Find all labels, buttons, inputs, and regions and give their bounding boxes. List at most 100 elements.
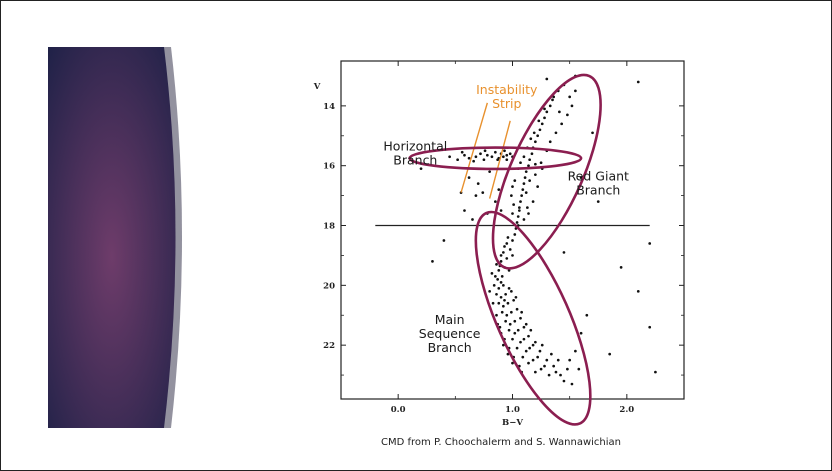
star-point <box>463 209 466 212</box>
star-point <box>648 242 652 245</box>
star-point <box>522 182 526 185</box>
star-point <box>474 155 478 159</box>
star-point <box>527 361 530 365</box>
star-point <box>491 301 495 305</box>
star-point <box>579 331 583 335</box>
star-point <box>503 245 506 248</box>
x-tick-label: 0.0 <box>391 405 406 415</box>
star-point <box>527 334 530 338</box>
star-point <box>547 373 551 377</box>
star-point <box>608 352 612 356</box>
star-point <box>545 358 549 362</box>
star-point <box>497 286 501 290</box>
star-point <box>558 110 561 114</box>
star-point <box>648 325 652 329</box>
cmd-figure: 14 16 18 20 22 0.0 1.0 2.0 B−V V Horizontal Branch I… <box>301 56 701 431</box>
star-point <box>619 266 623 269</box>
y-tick-label: 16 <box>323 162 335 172</box>
star-point <box>566 367 569 371</box>
star-point <box>511 185 514 188</box>
star-point <box>539 161 543 165</box>
star-point <box>520 194 523 197</box>
star-point <box>512 298 515 302</box>
star-point <box>562 379 566 383</box>
star-point <box>534 162 537 166</box>
region-annotation: Red Giant Branch <box>568 169 629 198</box>
star-point <box>522 325 526 329</box>
star-point <box>636 289 640 293</box>
star-point <box>511 212 514 215</box>
star-point <box>490 155 494 159</box>
star-point <box>511 337 514 341</box>
star-point <box>543 107 546 111</box>
star-point <box>507 286 511 290</box>
star-point <box>527 212 530 215</box>
star-point <box>574 89 577 93</box>
star-point <box>499 209 503 212</box>
star-point <box>522 337 526 341</box>
star-point <box>511 239 514 242</box>
star-point <box>543 116 546 120</box>
y-tick-label: 22 <box>323 341 335 351</box>
star-point <box>524 322 528 326</box>
star-point <box>496 158 499 162</box>
star-point <box>512 203 515 206</box>
region-ellipse <box>491 73 602 270</box>
region-ellipse <box>474 210 592 426</box>
star-point <box>502 283 505 287</box>
star-point <box>495 292 498 296</box>
star-point <box>574 349 577 353</box>
star-point <box>506 301 510 305</box>
star-point <box>510 194 513 197</box>
star-point <box>510 289 513 293</box>
star-point <box>506 236 510 239</box>
star-point <box>467 156 471 160</box>
star-point <box>536 134 540 138</box>
star-point <box>520 310 523 314</box>
x-tick-label: 2.0 <box>619 405 634 415</box>
star-point <box>481 191 485 194</box>
star-point <box>488 289 491 293</box>
star-point <box>568 95 572 99</box>
star-point <box>495 263 498 266</box>
star-point <box>528 179 531 182</box>
star-point <box>539 367 543 371</box>
star-point <box>552 364 556 368</box>
star-point <box>456 158 459 162</box>
star-point <box>550 352 553 356</box>
star-point <box>528 346 531 350</box>
star-point <box>570 382 574 386</box>
star-point <box>504 319 507 323</box>
star-point <box>488 170 491 174</box>
star-point <box>534 140 537 144</box>
star-point <box>431 260 434 263</box>
star-point <box>554 370 558 374</box>
star-point <box>519 161 522 165</box>
star-point <box>448 155 451 159</box>
star-point <box>534 370 537 374</box>
star-point <box>519 200 522 203</box>
star-point <box>485 153 489 157</box>
figure-caption: CMD from P. Choochalerm and S. Wannawich… <box>381 437 621 448</box>
star-point <box>540 343 544 347</box>
star-point <box>497 269 501 272</box>
star-point <box>545 110 549 114</box>
star-point <box>504 292 507 296</box>
star-point <box>524 191 528 194</box>
star-point <box>505 158 509 162</box>
star-point <box>483 149 487 153</box>
star-point <box>531 343 535 347</box>
star-point <box>511 361 514 365</box>
star-point <box>531 358 535 362</box>
star-point <box>534 340 537 344</box>
star-point <box>515 221 519 224</box>
star-point <box>562 251 566 254</box>
star-point <box>570 104 574 108</box>
star-point <box>556 358 560 362</box>
star-point <box>502 343 505 347</box>
star-point <box>528 158 531 162</box>
star-point <box>534 173 537 177</box>
star-point <box>503 298 506 302</box>
star-point <box>548 104 552 108</box>
star-point <box>463 153 466 157</box>
